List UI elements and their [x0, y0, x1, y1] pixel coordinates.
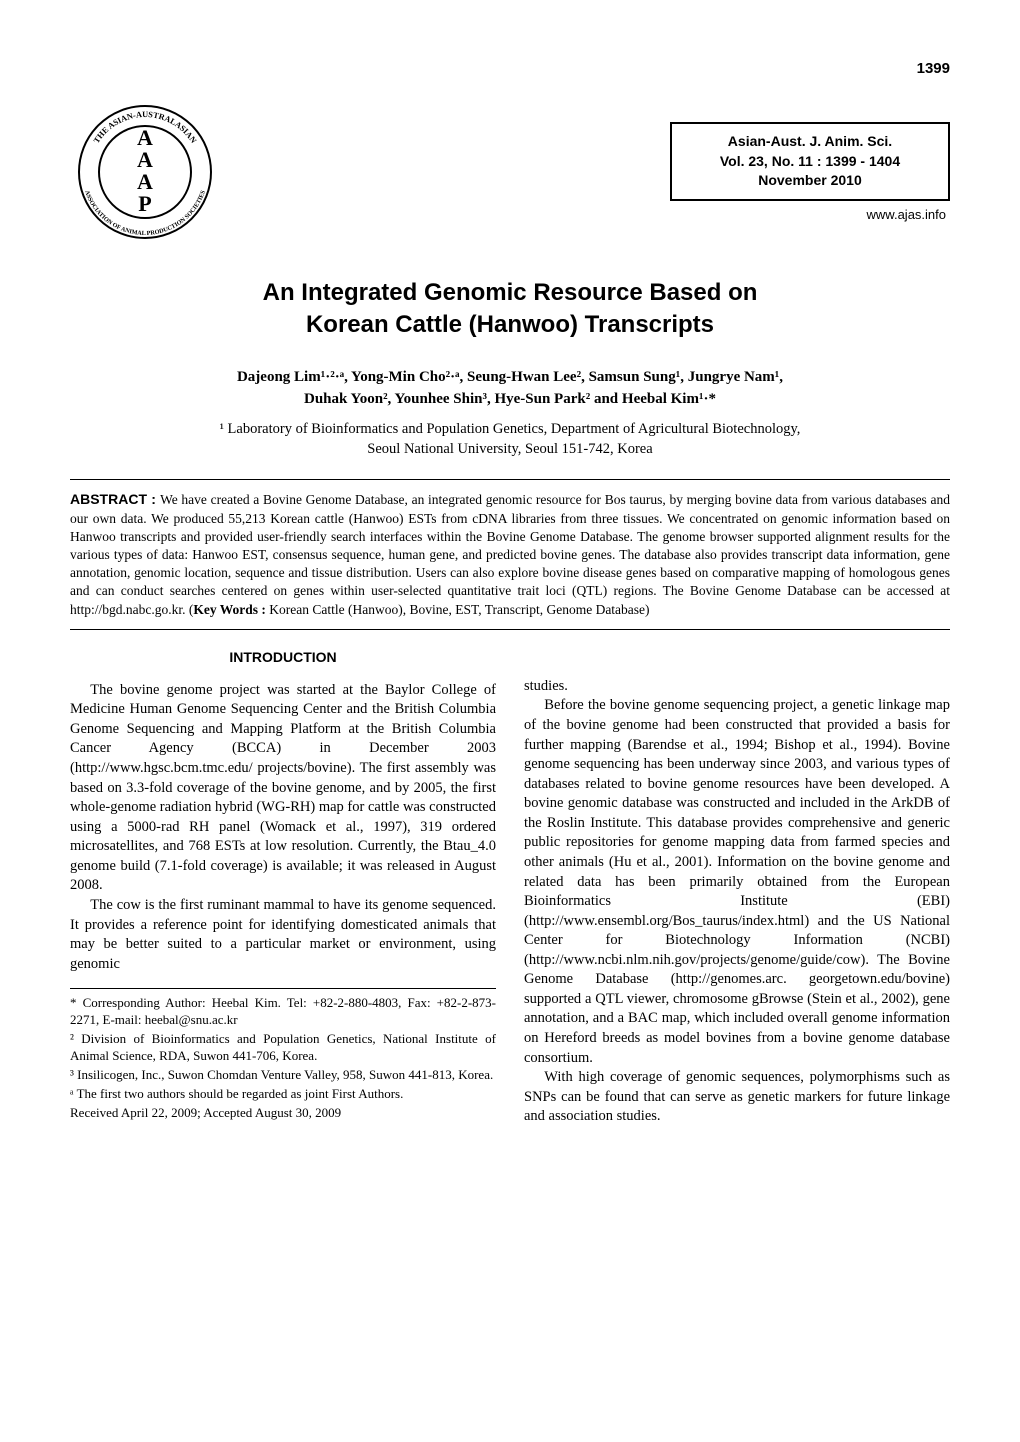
authors-line2: Duhak Yoon², Younhee Shin³, Hye-Sun Park… [304, 391, 716, 407]
body-columns: INTRODUCTION The bovine genome project w… [70, 630, 950, 1127]
body-paragraph: Before the bovine genome sequencing proj… [524, 696, 950, 1068]
abstract-text: We have created a Bovine Genome Database… [70, 492, 950, 616]
footnote-affil2: ² Division of Bioinformatics and Populat… [70, 1031, 496, 1065]
body-tail: studies. [524, 677, 950, 697]
header-block: THE ASIAN-AUSTRALASIAN ASSOCIATION OF AN… [70, 97, 950, 247]
section-heading-introduction: INTRODUCTION [70, 648, 496, 667]
title-line1: An Integrated Genomic Resource Based on [263, 279, 758, 306]
abstract: ABSTRACT : We have created a Bovine Geno… [70, 480, 950, 629]
keywords-text: Korean Cattle (Hanwoo), Bovine, EST, Tra… [269, 602, 649, 617]
body-paragraph: The cow is the first ruminant mammal to … [70, 896, 496, 974]
affiliation-line2: Seoul National University, Seoul 151-742… [367, 441, 652, 457]
journal-info-box: Asian-Aust. J. Anim. Sci. Vol. 23, No. 1… [670, 122, 950, 222]
journal-volume: Vol. 23, No. 11 : 1399 - 1404 [682, 152, 938, 172]
authors-line1: Dajeong Lim¹·²·ᵃ, Yong-Min Cho²·ᵃ, Seung… [237, 369, 783, 385]
journal-info: Asian-Aust. J. Anim. Sci. Vol. 23, No. 1… [670, 122, 950, 201]
journal-date: November 2010 [682, 171, 938, 191]
affiliation: ¹ Laboratory of Bioinformatics and Popul… [70, 419, 950, 460]
paper-title: An Integrated Genomic Resource Based on … [70, 277, 950, 342]
title-line2: Korean Cattle (Hanwoo) Transcripts [306, 311, 714, 338]
right-column: studies. Before the bovine genome sequen… [524, 630, 950, 1127]
body-paragraph: With high coverage of genomic sequences,… [524, 1068, 950, 1127]
footnote-dates: Received April 22, 2009; Accepted August… [70, 1105, 496, 1122]
page-number: 1399 [70, 60, 950, 77]
abstract-label: ABSTRACT : [70, 491, 160, 507]
left-column: INTRODUCTION The bovine genome project w… [70, 630, 496, 1127]
journal-url: www.ajas.info [670, 207, 950, 222]
journal-logo: THE ASIAN-AUSTRALASIAN ASSOCIATION OF AN… [70, 97, 250, 247]
footnote-affil3: ³ Insilicogen, Inc., Suwon Chomdan Ventu… [70, 1067, 496, 1084]
keywords-label: Key Words : [193, 602, 269, 617]
footnote-joint-first: ᵃ The first two authors should be regard… [70, 1086, 496, 1103]
footnote-separator [70, 988, 496, 989]
affiliation-line1: ¹ Laboratory of Bioinformatics and Popul… [220, 421, 801, 437]
footnotes: * Corresponding Author: Heebal Kim. Tel:… [70, 995, 496, 1121]
aaap-logo-icon: THE ASIAN-AUSTRALASIAN ASSOCIATION OF AN… [70, 97, 220, 247]
footnote-corresponding: * Corresponding Author: Heebal Kim. Tel:… [70, 995, 496, 1029]
body-paragraph: The bovine genome project was started at… [70, 681, 496, 896]
svg-text:P: P [138, 191, 151, 216]
journal-name: Asian-Aust. J. Anim. Sci. [682, 132, 938, 152]
authors: Dajeong Lim¹·²·ᵃ, Yong-Min Cho²·ᵃ, Seung… [70, 366, 950, 411]
